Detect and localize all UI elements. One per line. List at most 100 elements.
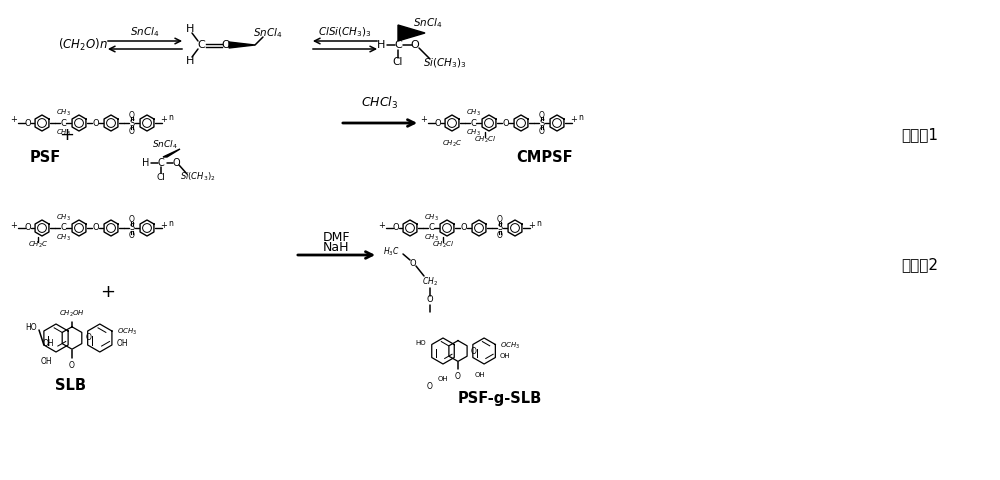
Text: +: + xyxy=(11,116,17,124)
Text: C: C xyxy=(60,119,66,128)
Text: OH: OH xyxy=(43,339,54,348)
Text: Cl: Cl xyxy=(157,172,165,181)
Text: n: n xyxy=(579,113,583,122)
Text: n: n xyxy=(169,218,173,228)
Text: Cl: Cl xyxy=(393,57,403,67)
Text: C: C xyxy=(60,224,66,232)
Text: O: O xyxy=(69,361,75,370)
Text: O: O xyxy=(539,127,545,135)
Text: $SnCl_4$: $SnCl_4$ xyxy=(152,139,178,151)
Text: +: + xyxy=(571,116,577,124)
Text: $CH_2OH$: $CH_2OH$ xyxy=(59,309,85,319)
Text: OH: OH xyxy=(438,376,448,382)
Text: H: H xyxy=(186,56,194,66)
Text: O: O xyxy=(461,224,467,232)
Text: O: O xyxy=(129,127,135,135)
Text: H: H xyxy=(142,158,149,168)
Text: $CH_3$: $CH_3$ xyxy=(424,233,438,243)
Text: n: n xyxy=(169,113,173,122)
Text: O: O xyxy=(393,224,399,232)
Text: $(CH_2O)n$: $(CH_2O)n$ xyxy=(58,37,108,53)
Text: +: + xyxy=(161,116,167,124)
Text: PSF-g-SLB: PSF-g-SLB xyxy=(458,391,542,406)
Text: $CH_2C$: $CH_2C$ xyxy=(28,240,48,250)
Text: C: C xyxy=(470,119,476,128)
Text: O: O xyxy=(172,158,180,168)
Text: $CH_3$: $CH_3$ xyxy=(424,213,438,223)
Text: $CH_3$: $CH_3$ xyxy=(56,108,70,118)
Text: O: O xyxy=(497,216,503,225)
Text: $OCH_3$: $OCH_3$ xyxy=(117,327,137,337)
Text: PSF: PSF xyxy=(29,149,61,165)
Text: $SnCl_4$: $SnCl_4$ xyxy=(253,26,283,40)
Text: HO: HO xyxy=(415,340,426,346)
Text: $ClSi(CH_3)_3$: $ClSi(CH_3)_3$ xyxy=(318,25,372,39)
Text: O: O xyxy=(129,231,135,240)
Text: O: O xyxy=(129,216,135,225)
Text: DMF: DMF xyxy=(323,231,350,244)
Text: $SnCl_4$: $SnCl_4$ xyxy=(130,25,160,39)
Text: O: O xyxy=(222,40,230,50)
Text: $OCH_3$: $OCH_3$ xyxy=(500,341,520,351)
Text: n: n xyxy=(537,218,541,228)
Text: C: C xyxy=(197,40,205,50)
Text: H: H xyxy=(377,40,385,50)
Text: O: O xyxy=(25,224,31,232)
Text: O: O xyxy=(86,334,92,343)
Text: O: O xyxy=(93,119,99,128)
Text: $CH_2C$: $CH_2C$ xyxy=(442,139,462,149)
Text: O: O xyxy=(129,110,135,120)
Text: +: + xyxy=(59,126,74,144)
Text: $CH_3$: $CH_3$ xyxy=(56,213,70,223)
Text: OH: OH xyxy=(500,353,511,359)
Text: O: O xyxy=(93,224,99,232)
Text: $CH_2Cl$: $CH_2Cl$ xyxy=(474,135,496,145)
Polygon shape xyxy=(229,42,255,48)
Text: OH: OH xyxy=(117,339,128,348)
Text: $CH_3$: $CH_3$ xyxy=(466,128,480,138)
Text: $CH_3$: $CH_3$ xyxy=(466,108,480,118)
Text: CMPSF: CMPSF xyxy=(517,149,573,165)
Text: $CH_3$: $CH_3$ xyxy=(56,233,70,243)
Text: SLB: SLB xyxy=(54,377,86,393)
Text: +: + xyxy=(161,220,167,229)
Text: S: S xyxy=(129,119,135,128)
Text: +: + xyxy=(11,220,17,229)
Text: $H_3C$: $H_3C$ xyxy=(383,246,400,258)
Text: $CH_2Cl$: $CH_2Cl$ xyxy=(432,240,454,250)
Text: HO: HO xyxy=(25,324,37,333)
Text: O: O xyxy=(503,119,509,128)
Text: $CH_2$: $CH_2$ xyxy=(422,276,438,288)
Text: $Si(CH_3)_2$: $Si(CH_3)_2$ xyxy=(180,171,216,183)
Text: O: O xyxy=(427,382,433,391)
Text: O: O xyxy=(539,110,545,120)
Text: OH: OH xyxy=(40,357,52,366)
Text: 反应式2: 反应式2 xyxy=(902,257,938,273)
Text: $SnCl_4$: $SnCl_4$ xyxy=(413,16,443,30)
Text: O: O xyxy=(411,40,419,50)
Polygon shape xyxy=(398,25,425,41)
Text: OH: OH xyxy=(475,372,485,378)
Text: $CH_3$: $CH_3$ xyxy=(56,128,70,138)
Text: +: + xyxy=(529,220,535,229)
Text: +: + xyxy=(421,116,427,124)
Text: H: H xyxy=(186,24,194,34)
Text: +: + xyxy=(100,283,116,301)
Text: C: C xyxy=(394,40,402,50)
Text: O: O xyxy=(435,119,441,128)
Text: O: O xyxy=(455,372,461,381)
Text: 反应式1: 反应式1 xyxy=(902,128,938,143)
Text: C: C xyxy=(428,224,434,232)
Text: O: O xyxy=(471,347,477,356)
Text: O: O xyxy=(410,259,416,267)
Text: +: + xyxy=(379,220,385,229)
Text: O: O xyxy=(427,296,433,304)
Text: S: S xyxy=(497,224,503,232)
Text: O: O xyxy=(497,231,503,240)
Text: S: S xyxy=(539,119,545,128)
Text: C: C xyxy=(158,158,164,168)
Text: NaH: NaH xyxy=(323,241,350,254)
Text: O: O xyxy=(25,119,31,128)
Text: $CHCl_3$: $CHCl_3$ xyxy=(361,95,399,111)
Text: $Si(CH_3)_3$: $Si(CH_3)_3$ xyxy=(423,56,467,70)
